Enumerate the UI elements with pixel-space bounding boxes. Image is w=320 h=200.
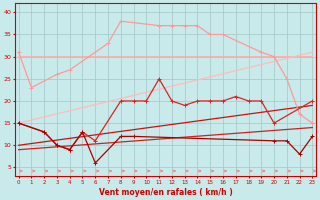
X-axis label: Vent moyen/en rafales ( km/h ): Vent moyen/en rafales ( km/h ) xyxy=(99,188,232,197)
